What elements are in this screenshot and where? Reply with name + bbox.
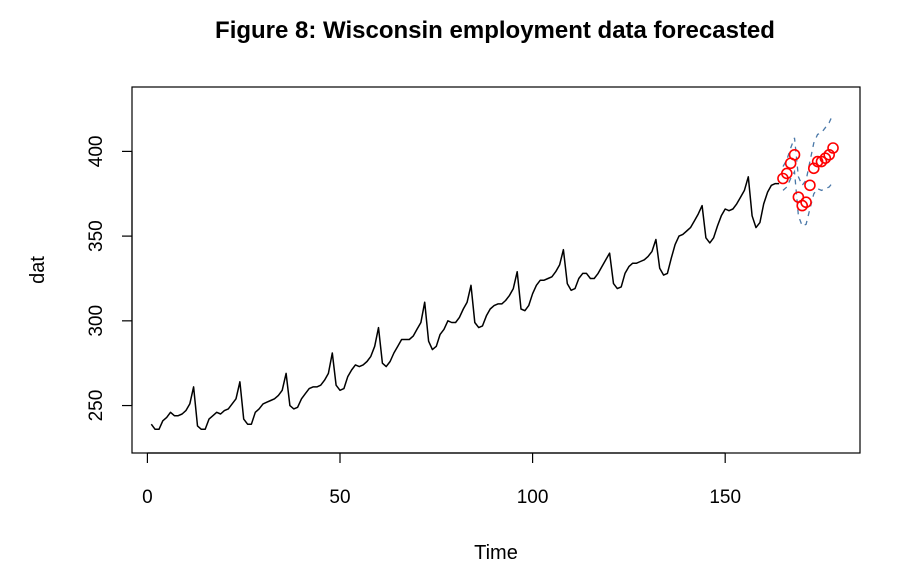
forecast-point [819, 152, 832, 164]
y-tick-label: 250 [86, 390, 107, 422]
x-tick-label: 0 [142, 487, 153, 508]
series-line-0 [150, 176, 780, 431]
y-axis: 250 300 350 400 [86, 136, 133, 422]
forecast-point [788, 148, 801, 161]
forecast-point [804, 179, 816, 192]
forecast-upper-bound [782, 113, 834, 187]
y-tick-label: 400 [86, 136, 107, 168]
y-axis-label: dat [27, 256, 49, 284]
forecast-point [781, 167, 793, 180]
x-tick-label: 100 [517, 487, 549, 508]
forecast-point [800, 196, 812, 209]
chart-title: Figure 8: Wisconsin employment data fore… [215, 17, 775, 44]
interval-layer [782, 113, 834, 227]
forecast-layer [777, 142, 839, 212]
x-tick-label: 50 [329, 487, 350, 508]
x-tick-label: 150 [709, 487, 741, 508]
forecast-point [796, 199, 809, 212]
y-tick-label: 300 [86, 305, 107, 337]
x-axis: 0 50 100 150 [142, 452, 741, 508]
y-tick-label: 350 [86, 220, 107, 252]
forecast-point [827, 142, 839, 154]
forecast-point [815, 155, 828, 168]
x-axis-label: Time [474, 542, 518, 564]
series-layer [150, 176, 780, 431]
